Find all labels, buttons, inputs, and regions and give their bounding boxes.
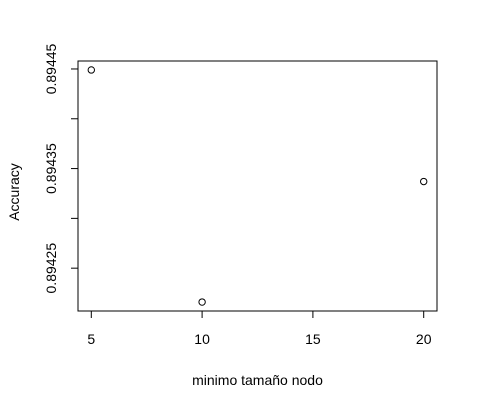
x-tick-label: 10 bbox=[194, 331, 210, 347]
x-tick-label: 20 bbox=[416, 331, 432, 347]
y-tick-label: 0.89425 bbox=[43, 243, 59, 294]
x-axis: 5 10 15 20 bbox=[87, 311, 432, 347]
x-tick-label: 15 bbox=[305, 331, 321, 347]
data-point bbox=[198, 298, 206, 306]
x-axis-title: minimo tamaño nodo bbox=[192, 372, 323, 388]
y-tick-label: 0.89435 bbox=[43, 143, 59, 194]
y-axis-title: Accuracy bbox=[6, 163, 22, 221]
data-points bbox=[87, 66, 428, 306]
y-tick-label: 0.89445 bbox=[43, 43, 59, 94]
data-point bbox=[420, 177, 428, 186]
y-axis: 0.89425 0.89435 0.89445 bbox=[43, 43, 78, 293]
data-point bbox=[87, 66, 95, 74]
plot-frame bbox=[77, 60, 438, 312]
x-tick-label: 5 bbox=[87, 331, 95, 347]
